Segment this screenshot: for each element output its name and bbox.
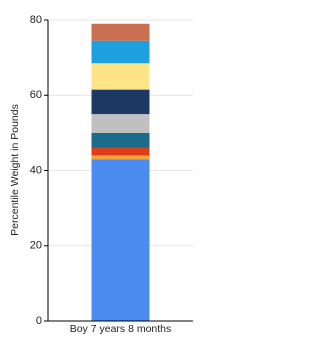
- y-tick-label: 0: [36, 315, 42, 327]
- bar-segment: [91, 147, 150, 156]
- y-tick-label: 80: [30, 14, 42, 26]
- bar-segment: [91, 159, 150, 321]
- bar-segment: [91, 40, 150, 64]
- y-axis-title: Percentile Weight in Pounds: [9, 104, 21, 236]
- y-tick-label: 20: [30, 240, 42, 252]
- bar-segment: [91, 132, 150, 148]
- y-tick-label: 60: [30, 89, 42, 101]
- bar-segment: [91, 63, 150, 90]
- chart: Percentile Weight in Pounds 0 20 40 60 80 Boy…: [9, 14, 193, 335]
- bar-segment: [91, 114, 150, 133]
- bar-segment: [91, 89, 150, 115]
- bar-segment: [91, 155, 150, 160]
- x-tick-label: Boy 7 years 8 months: [70, 323, 172, 335]
- bar-segment: [91, 23, 150, 41]
- y-tick-label: 40: [30, 164, 42, 176]
